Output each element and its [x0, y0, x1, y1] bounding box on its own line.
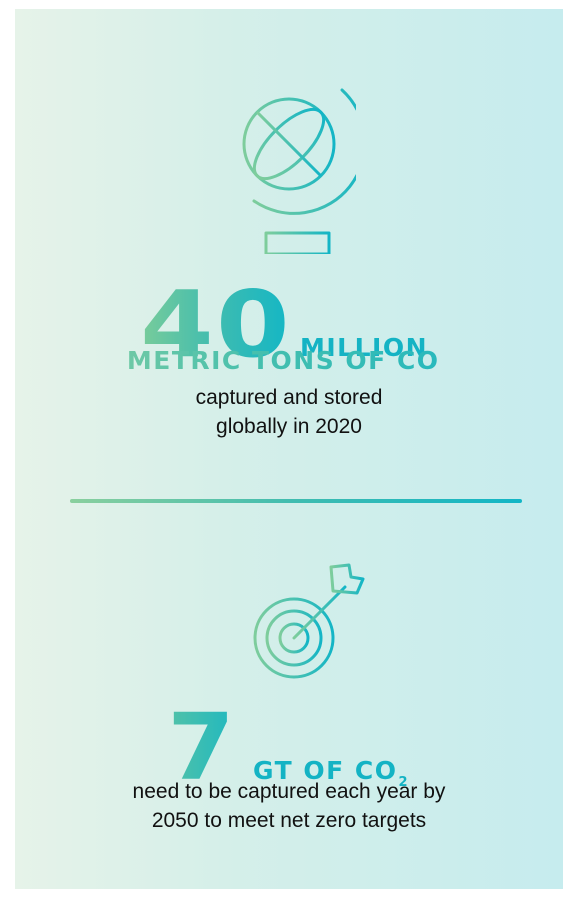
stat-2-number: 7	[167, 694, 237, 801]
infographic-panel: 40 MILLION METRIC TONS OF CO2 captured a…	[15, 9, 563, 889]
stat-1-subhead-text: METRIC TONS OF CO	[126, 346, 440, 375]
section-divider	[70, 499, 522, 503]
stat-1-unit: MILLION	[300, 333, 428, 362]
stat-1-number: 40	[140, 271, 292, 378]
stat-1-description: captured and stored globally in 2020	[15, 383, 563, 441]
stat-1-headline: 40 MILLION	[15, 279, 563, 371]
stat-1-description-line-1: captured and stored	[195, 386, 383, 409]
stat-2-unit-text: GT OF CO	[252, 756, 398, 785]
stat-1-description-line-2: globally in 2020	[216, 415, 362, 438]
stat-2-description: need to be captured each year by 2050 to…	[15, 777, 563, 835]
stat-2-unit-subscript: 2	[398, 775, 410, 790]
stat-2-description-line-1: need to be captured each year by	[132, 780, 446, 803]
stat-2-unit: GT OF CO2	[252, 756, 409, 790]
globe-icon	[242, 88, 356, 254]
target-arrow-icon	[253, 563, 365, 679]
stat-2-description-line-2: 2050 to meet net zero targets	[151, 809, 427, 832]
stat-1-subhead: METRIC TONS OF CO2	[15, 346, 563, 375]
stat-2-headline: 7 GT OF CO2	[15, 702, 563, 794]
stat-1-subhead-subscript: 2	[440, 365, 452, 380]
